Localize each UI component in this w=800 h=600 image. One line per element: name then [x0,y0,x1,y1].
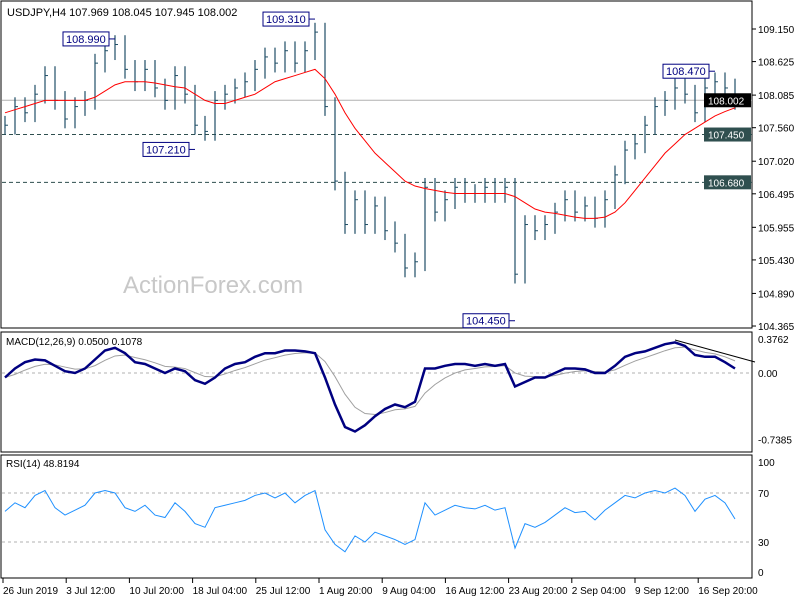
annotation-label: 108.470 [666,66,706,78]
rsi-panel: 100 70 30 0 [2,458,775,579]
time-axis-label: 9 Aug 04:00 [382,586,436,597]
annotation-label: 107.210 [146,144,186,156]
time-axis-label: 16 Aug 12:00 [445,586,504,597]
macd-axis-label: 0.3762 [758,335,789,346]
level-tag: 107.450 [708,131,745,142]
rsi-axis-label: 0 [758,568,764,579]
price-axis-label: 105.955 [758,223,795,234]
watermark: ActionForex.com [123,272,303,299]
time-axis-label: 9 Sep 12:00 [635,586,689,597]
price-axis-label: 107.020 [758,157,795,168]
macd-panel: 0.3762 0.00 -0.7385 [2,335,792,446]
annotation-box [142,141,190,157]
price-axis-label: 109.150 [758,25,795,36]
time-axis-label: 16 Sep 20:00 [698,586,758,597]
time-axis-label: 18 Jul 04:00 [193,586,248,597]
macd-axis-label: -0.7385 [758,435,792,446]
price-axis-label: 107.560 [758,124,795,135]
chart-header: USDJPY,H4 107.969 108.045 107.945 108.00… [7,7,237,19]
price-axis-label: 108.625 [758,58,795,69]
time-axis-label: 1 Aug 20:00 [319,586,373,597]
rsi-line [4,487,736,553]
price-axis-label: 108.085 [758,91,795,102]
price-axis-label: 104.365 [758,322,795,333]
time-axis-label: 23 Aug 20:00 [509,586,568,597]
price-axis-label: 104.890 [758,289,795,300]
price-panel-frame [0,0,753,329]
level-tag: 106.680 [708,178,745,189]
macd-label: MACD(12,26,9) 0.0500 0.1078 [6,337,143,348]
annotation-label: 104.450 [466,316,506,328]
price-axis-label: 105.430 [758,256,795,267]
time-axis-label: 25 Jul 12:00 [256,586,311,597]
macd-axis-label: 0.00 [758,369,778,380]
macd-trendline [674,339,756,363]
macd-panel-frame [0,331,753,453]
time-axis-label: 26 Jun 2019 [3,586,58,597]
rsi-axis-label: 70 [758,489,770,500]
rsi-axis-label: 30 [758,538,770,549]
level-tag-bg [704,175,751,190]
annotation-label: 109.310 [266,14,306,26]
rsi-axis-label: 100 [758,458,775,469]
time-axis-label: 10 Jul 20:00 [129,586,184,597]
annotation-box [662,63,710,79]
panel-frames [0,0,753,579]
time-axis-label: 2 Sep 04:00 [572,586,626,597]
annotation-label: 108.990 [66,34,106,46]
current-price-tag: 108.002 [708,96,745,107]
moving-average-line [4,68,736,219]
price-axis-label: 106.495 [758,190,795,201]
annotation-box [262,11,310,27]
time-axis: 26 Jun 2019 3 Jul 12:00 10 Jul 20:00 18 Jul… [2,578,758,597]
macd-main-line [4,341,736,433]
level-tag-bg [704,127,751,142]
annotation-box [462,313,510,329]
current-price-tag-bg [704,93,751,108]
time-axis-label: 3 Jul 12:00 [66,586,115,597]
annotation-box [62,31,110,47]
rsi-label: RSI(14) 48.8194 [6,459,80,470]
rsi-panel-frame [0,454,753,579]
price-panel: 108.990 109.310 107.210 104.450 108.470 109.1… [2,11,795,333]
